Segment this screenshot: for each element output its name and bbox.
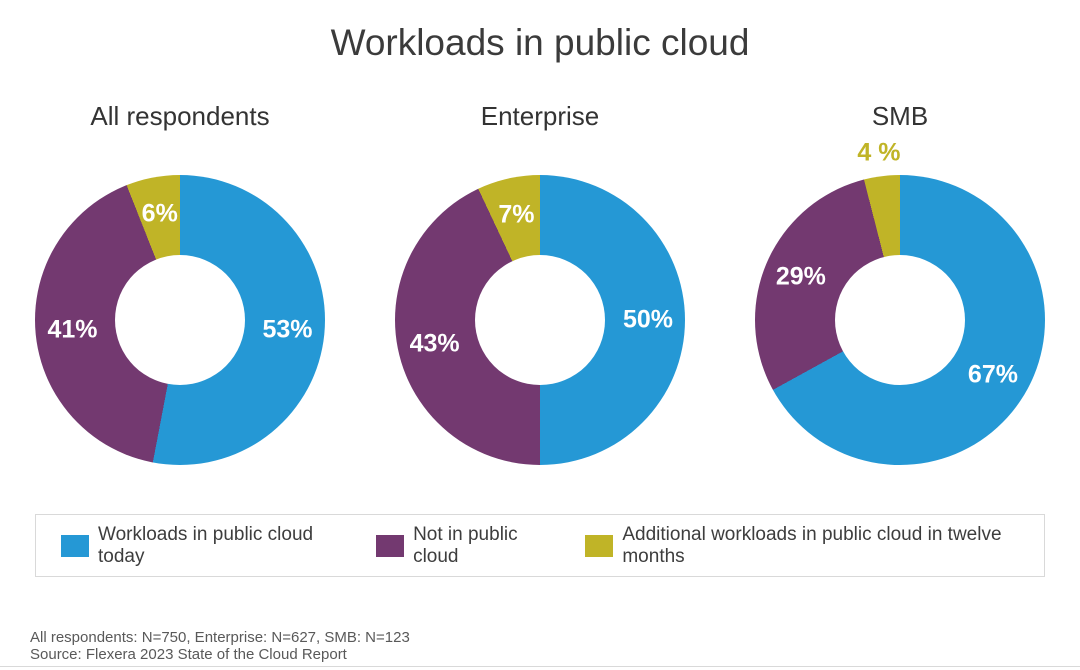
donut-chart: 53% 41% 6% [35,175,325,465]
page-title: Workloads in public cloud [330,22,750,63]
chart-title: All respondents [90,101,270,131]
chart-column: All respondents 53% 41% 6% [0,98,360,465]
chart-column: Enterprise 50% 43% 7% [360,98,720,465]
slice-label: 6% [141,199,178,228]
donut-hole [115,255,245,385]
slice-label: 7% [498,200,535,229]
donut-chart: 67% 29% 4 % [755,139,1045,465]
legend: Workloads in public cloud today Not in pu… [35,514,1045,577]
legend-item: Workloads in public cloud today [61,524,349,568]
legend-item: Not in public cloud [376,524,558,568]
legend-label: Additional workloads in public cloud in … [622,523,1002,567]
legend-item: Additional workloads in public cloud in … [585,524,1044,568]
slice-label: 29% [775,262,826,291]
charts-row: All respondents 53% 41% 6% Enterprise 50% 43% 7… [0,98,1080,465]
footer-source: Source: Flexera 2023 State of the Cloud … [30,646,347,663]
donut-hole [475,255,605,385]
legend-swatch [61,534,89,557]
footer-sample-sizes: All respondents: N=750, Enterprise: N=62… [30,629,410,646]
chart-title: SMB [871,101,929,131]
chart-column: SMB 67% 29% 4 % [720,98,1080,465]
donut-chart: 50% 43% 7% [395,175,685,465]
legend-label: Not in public cloud [413,523,518,567]
slice-label: 4 % [857,138,901,167]
legend-swatch [376,534,405,557]
chart-title: Enterprise [480,101,600,131]
slice-label: 50% [622,305,674,334]
donut-hole [835,255,965,385]
slice-label: 67% [967,360,1018,389]
legend-swatch [585,534,614,557]
slice-label: 41% [47,315,98,344]
slice-label: 53% [262,315,313,344]
bottom-divider [0,666,1080,667]
legend-label: Workloads in public cloud today [98,523,314,567]
slice-label: 43% [409,329,460,358]
footer: All respondents: N=750, Enterprise: N=62… [30,629,410,663]
